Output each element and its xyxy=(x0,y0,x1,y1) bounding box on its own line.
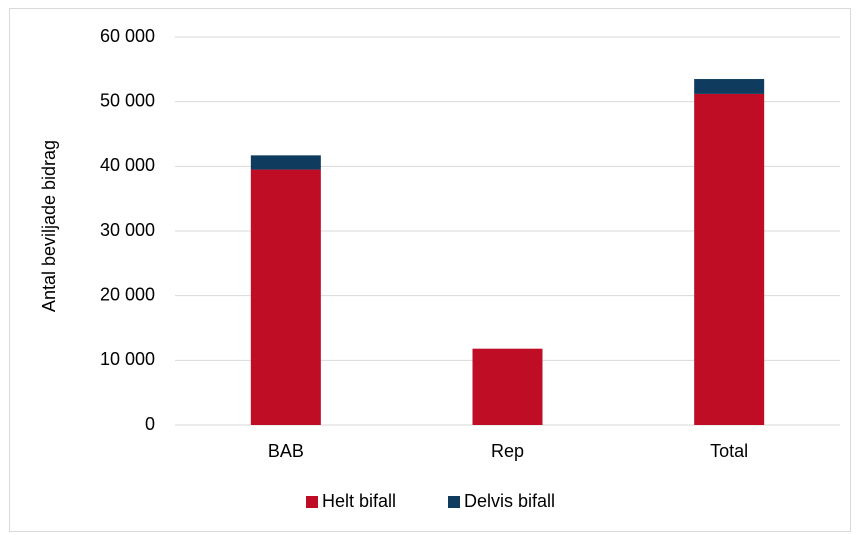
legend-swatch-delvis-bifall xyxy=(448,496,460,508)
y-axis-title: Antal beviljade bidrag xyxy=(39,140,59,312)
y-tick-label: 10 000 xyxy=(100,349,155,369)
y-tick-label: 30 000 xyxy=(100,220,155,240)
bar-rep-helt-bifall xyxy=(472,348,543,425)
y-axis-tick-labels: 0 10 000 20 000 30 000 40 000 50 000 60 000 xyxy=(100,26,155,434)
y-tick-label: 60 000 xyxy=(100,26,155,46)
bar-total-helt-bifall xyxy=(694,93,765,425)
legend-swatch-helt-bifall xyxy=(306,496,318,508)
y-tick-label: 20 000 xyxy=(100,284,155,304)
y-tick-label: 50 000 xyxy=(100,90,155,110)
bar-bab-delvis-bifall xyxy=(250,155,321,170)
bars xyxy=(250,79,765,425)
bar-bab-helt-bifall xyxy=(250,169,321,425)
legend-label: Helt bifall xyxy=(322,491,396,511)
y-tick-label: 40 000 xyxy=(100,155,155,175)
legend: Helt bifall Delvis bifall xyxy=(306,491,555,511)
x-axis-tick-labels: BAB Rep Total xyxy=(268,441,748,461)
x-tick-label: Total xyxy=(710,441,748,461)
bar-total-delvis-bifall xyxy=(694,79,765,94)
x-tick-label: BAB xyxy=(268,441,304,461)
x-tick-label: Rep xyxy=(491,441,524,461)
y-tick-label: 0 xyxy=(145,414,155,434)
legend-label: Delvis bifall xyxy=(464,491,555,511)
